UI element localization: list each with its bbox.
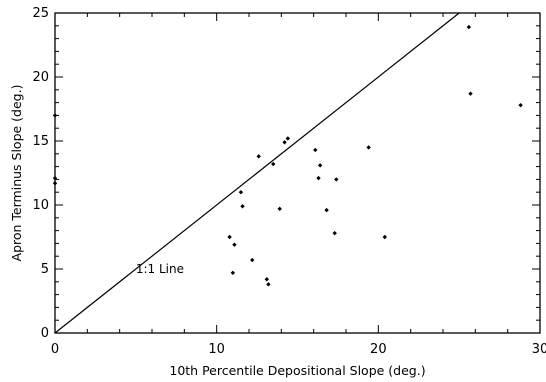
one-to-one-line [54, 12, 460, 334]
x-tick-label: 10 [208, 342, 225, 357]
data-point [466, 24, 472, 30]
data-point [316, 175, 321, 181]
y-tick-label: 5 [41, 262, 49, 277]
data-point [266, 282, 271, 287]
y-tick-label: 25 [32, 6, 49, 21]
x-tick-label: 20 [370, 342, 387, 357]
data-point [238, 190, 244, 195]
y-tick-label: 15 [32, 134, 49, 149]
data-point [468, 91, 473, 96]
data-point [285, 136, 290, 141]
data-point [334, 177, 339, 182]
x-tick-label: 30 [532, 342, 546, 357]
y-tick-label: 20 [32, 70, 49, 85]
data-point [382, 234, 387, 240]
reference-line-label: 1:1 Line [136, 262, 184, 276]
data-point [264, 277, 269, 282]
y-axis-title: Apron Terminus Slope (deg.) [9, 85, 24, 262]
data-point [518, 102, 523, 108]
data-point [256, 154, 261, 159]
data-point [271, 161, 276, 167]
data-point [250, 257, 255, 263]
data-point [230, 270, 236, 276]
data-point [317, 163, 323, 168]
x-axis-title: 10th Percentile Depositional Slope (deg.… [169, 363, 425, 378]
y-tick-label: 10 [32, 198, 49, 213]
y-tick-label: 0 [41, 326, 49, 341]
data-point [282, 140, 287, 145]
data-point [227, 234, 232, 240]
data-point [366, 145, 371, 150]
data-point [332, 230, 337, 236]
x-tick-label: 0 [51, 342, 59, 357]
plot-frame [54, 12, 541, 334]
data-point [232, 242, 237, 247]
data-point [277, 206, 282, 212]
data-point [240, 204, 245, 209]
data-point [313, 147, 318, 153]
data-point [324, 207, 329, 213]
